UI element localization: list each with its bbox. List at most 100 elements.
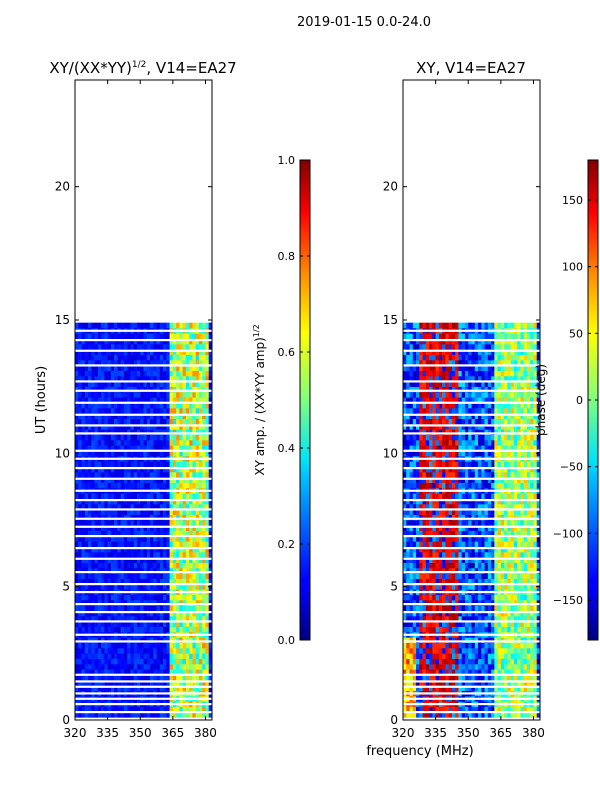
heatmap-cell — [205, 621, 210, 627]
heatmap-cell — [117, 605, 121, 611]
heatmap-cell — [195, 680, 200, 686]
heatmap-cell — [435, 530, 440, 537]
heatmap-cell — [481, 600, 485, 606]
heatmap-cell — [114, 386, 118, 393]
heatmap-cell — [176, 498, 180, 505]
heatmap-cell — [133, 562, 138, 569]
heatmap-cell — [455, 584, 459, 590]
heatmap-cell — [507, 605, 511, 611]
heatmap-cell — [117, 674, 121, 681]
heatmap-cell — [185, 440, 190, 446]
heatmap-cell — [500, 626, 505, 633]
heatmap-cell — [474, 626, 479, 633]
heatmap-cell — [481, 509, 485, 515]
heatmap-cell — [159, 584, 164, 590]
heatmap-cell — [136, 402, 141, 409]
heatmap-cell — [127, 509, 131, 515]
heatmap-cell — [114, 562, 118, 569]
heatmap-cell — [136, 461, 141, 467]
heatmap-cell — [94, 504, 99, 510]
heatmap-cell — [156, 530, 161, 537]
heatmap-cell — [435, 658, 440, 665]
heatmap-cell — [192, 408, 196, 414]
heatmap-cell — [468, 525, 472, 531]
heatmap-cell — [104, 376, 108, 382]
heatmap-cell — [409, 674, 414, 681]
heatmap-cell — [409, 621, 414, 627]
heatmap-cell — [484, 578, 489, 585]
heatmap-cell — [419, 562, 423, 569]
heatmap-cell — [114, 349, 118, 355]
heatmap-cell — [487, 530, 492, 537]
heatmap-cell — [110, 482, 115, 489]
heatmap-cell — [133, 520, 138, 526]
heatmap-cell — [198, 509, 203, 515]
heatmap-cell — [517, 498, 521, 505]
heatmap-cell — [81, 573, 86, 579]
heatmap-cell — [84, 520, 89, 526]
heatmap-cell — [491, 584, 495, 590]
heatmap-cell — [163, 680, 167, 686]
heatmap-cell — [81, 546, 86, 553]
heatmap-cell — [75, 520, 79, 526]
heatmap-cell — [133, 429, 138, 435]
heatmap-cell — [189, 349, 193, 355]
heatmap-cell — [143, 536, 148, 542]
heatmap-cell — [182, 706, 187, 713]
heatmap-cell — [513, 680, 518, 686]
heatmap-cell — [88, 392, 92, 398]
heatmap-cell — [182, 664, 187, 670]
heatmap-cell — [205, 386, 210, 393]
heatmap-cell — [84, 429, 89, 435]
heatmap-cell — [179, 568, 183, 574]
heatmap-cell — [163, 685, 167, 691]
heatmap-cell — [91, 600, 95, 606]
heatmap-cell — [130, 482, 135, 489]
heatmap-cell — [101, 504, 105, 510]
heatmap-cell — [474, 520, 479, 526]
heatmap-cell — [159, 653, 164, 659]
heatmap-cell — [159, 344, 164, 350]
heatmap-cell — [114, 504, 118, 510]
left-title-main: XY/(XX*YY) — [49, 59, 132, 77]
heatmap-cell — [412, 498, 417, 505]
heatmap-cell — [523, 653, 528, 659]
heatmap-cell — [123, 653, 128, 659]
heatmap-cell — [517, 626, 521, 633]
heatmap-cell — [205, 594, 210, 601]
heatmap-cell — [520, 680, 524, 686]
heatmap-cell — [412, 610, 417, 617]
heatmap-cell — [127, 530, 131, 537]
heatmap-cell — [127, 568, 131, 574]
heatmap-cell — [130, 626, 135, 633]
heatmap-cell — [406, 509, 410, 515]
heatmap-cell — [146, 514, 151, 521]
heatmap-cell — [198, 429, 203, 435]
heatmap-cell — [484, 653, 489, 659]
heatmap-cell — [75, 509, 79, 515]
heatmap-cell — [159, 680, 164, 686]
heatmap-cell — [94, 658, 99, 665]
heatmap-cell — [172, 333, 177, 339]
heatmap-cell — [166, 637, 170, 643]
heatmap-cell — [153, 664, 157, 670]
heatmap-cell — [448, 568, 453, 574]
heatmap-cell — [91, 525, 95, 531]
heatmap-cell — [78, 338, 82, 345]
heatmap-cell — [507, 568, 511, 574]
heatmap-cell — [123, 552, 128, 558]
heatmap-cell — [406, 493, 410, 499]
heatmap-cell — [533, 546, 538, 553]
heatmap-cell — [497, 685, 502, 691]
heatmap-cell — [494, 642, 498, 649]
heatmap-cell — [81, 541, 86, 547]
heatmap-cell — [530, 706, 534, 713]
heatmap-cell — [179, 530, 183, 537]
heatmap-cell — [504, 552, 508, 558]
heatmap-cell — [432, 658, 436, 665]
heatmap-cell — [484, 584, 489, 590]
heatmap-cell — [176, 434, 180, 441]
heatmap-cell — [429, 637, 433, 643]
heatmap-cell — [185, 386, 190, 393]
heatmap-cell — [91, 322, 95, 329]
